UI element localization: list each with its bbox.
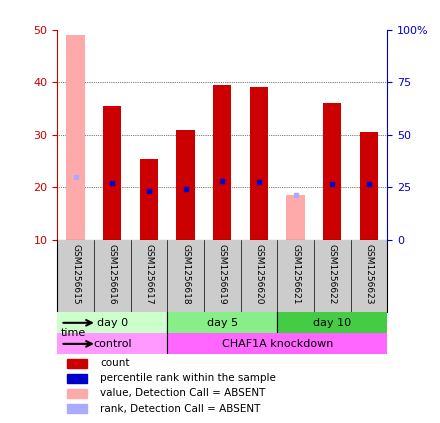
Text: value, Detection Call = ABSENT: value, Detection Call = ABSENT — [100, 388, 265, 398]
Bar — [323, 103, 341, 240]
Bar — [67, 374, 87, 383]
Text: time: time — [61, 328, 86, 338]
Text: GSM1256620: GSM1256620 — [254, 244, 264, 304]
Bar — [213, 85, 231, 240]
Bar — [57, 333, 167, 354]
Text: rank, Detection Call = ABSENT: rank, Detection Call = ABSENT — [100, 404, 260, 414]
Bar — [167, 333, 387, 354]
Bar — [277, 312, 387, 333]
Bar — [250, 88, 268, 240]
Bar — [176, 129, 194, 240]
Text: day 5: day 5 — [207, 318, 238, 328]
Text: GSM1256618: GSM1256618 — [181, 244, 190, 305]
Text: day 10: day 10 — [313, 318, 351, 328]
Bar — [103, 106, 121, 240]
Bar — [67, 359, 87, 368]
Text: GSM1256623: GSM1256623 — [364, 244, 374, 304]
Text: day 0: day 0 — [97, 318, 128, 328]
Text: GSM1256619: GSM1256619 — [218, 244, 227, 305]
Text: GSM1256616: GSM1256616 — [108, 244, 117, 305]
Bar — [66, 35, 85, 240]
Bar — [360, 132, 378, 240]
Bar — [167, 312, 277, 333]
Text: count: count — [100, 358, 130, 368]
Text: control: control — [93, 339, 132, 349]
Bar — [57, 312, 167, 333]
Text: GSM1256615: GSM1256615 — [71, 244, 80, 305]
Text: GSM1256621: GSM1256621 — [291, 244, 300, 304]
Bar — [67, 404, 87, 413]
Bar — [140, 159, 158, 240]
Text: GSM1256622: GSM1256622 — [328, 244, 337, 304]
Bar — [286, 195, 305, 240]
Text: percentile rank within the sample: percentile rank within the sample — [100, 374, 276, 384]
Bar — [67, 389, 87, 398]
Text: GSM1256617: GSM1256617 — [144, 244, 154, 305]
Text: CHAF1A knockdown: CHAF1A knockdown — [221, 339, 333, 349]
